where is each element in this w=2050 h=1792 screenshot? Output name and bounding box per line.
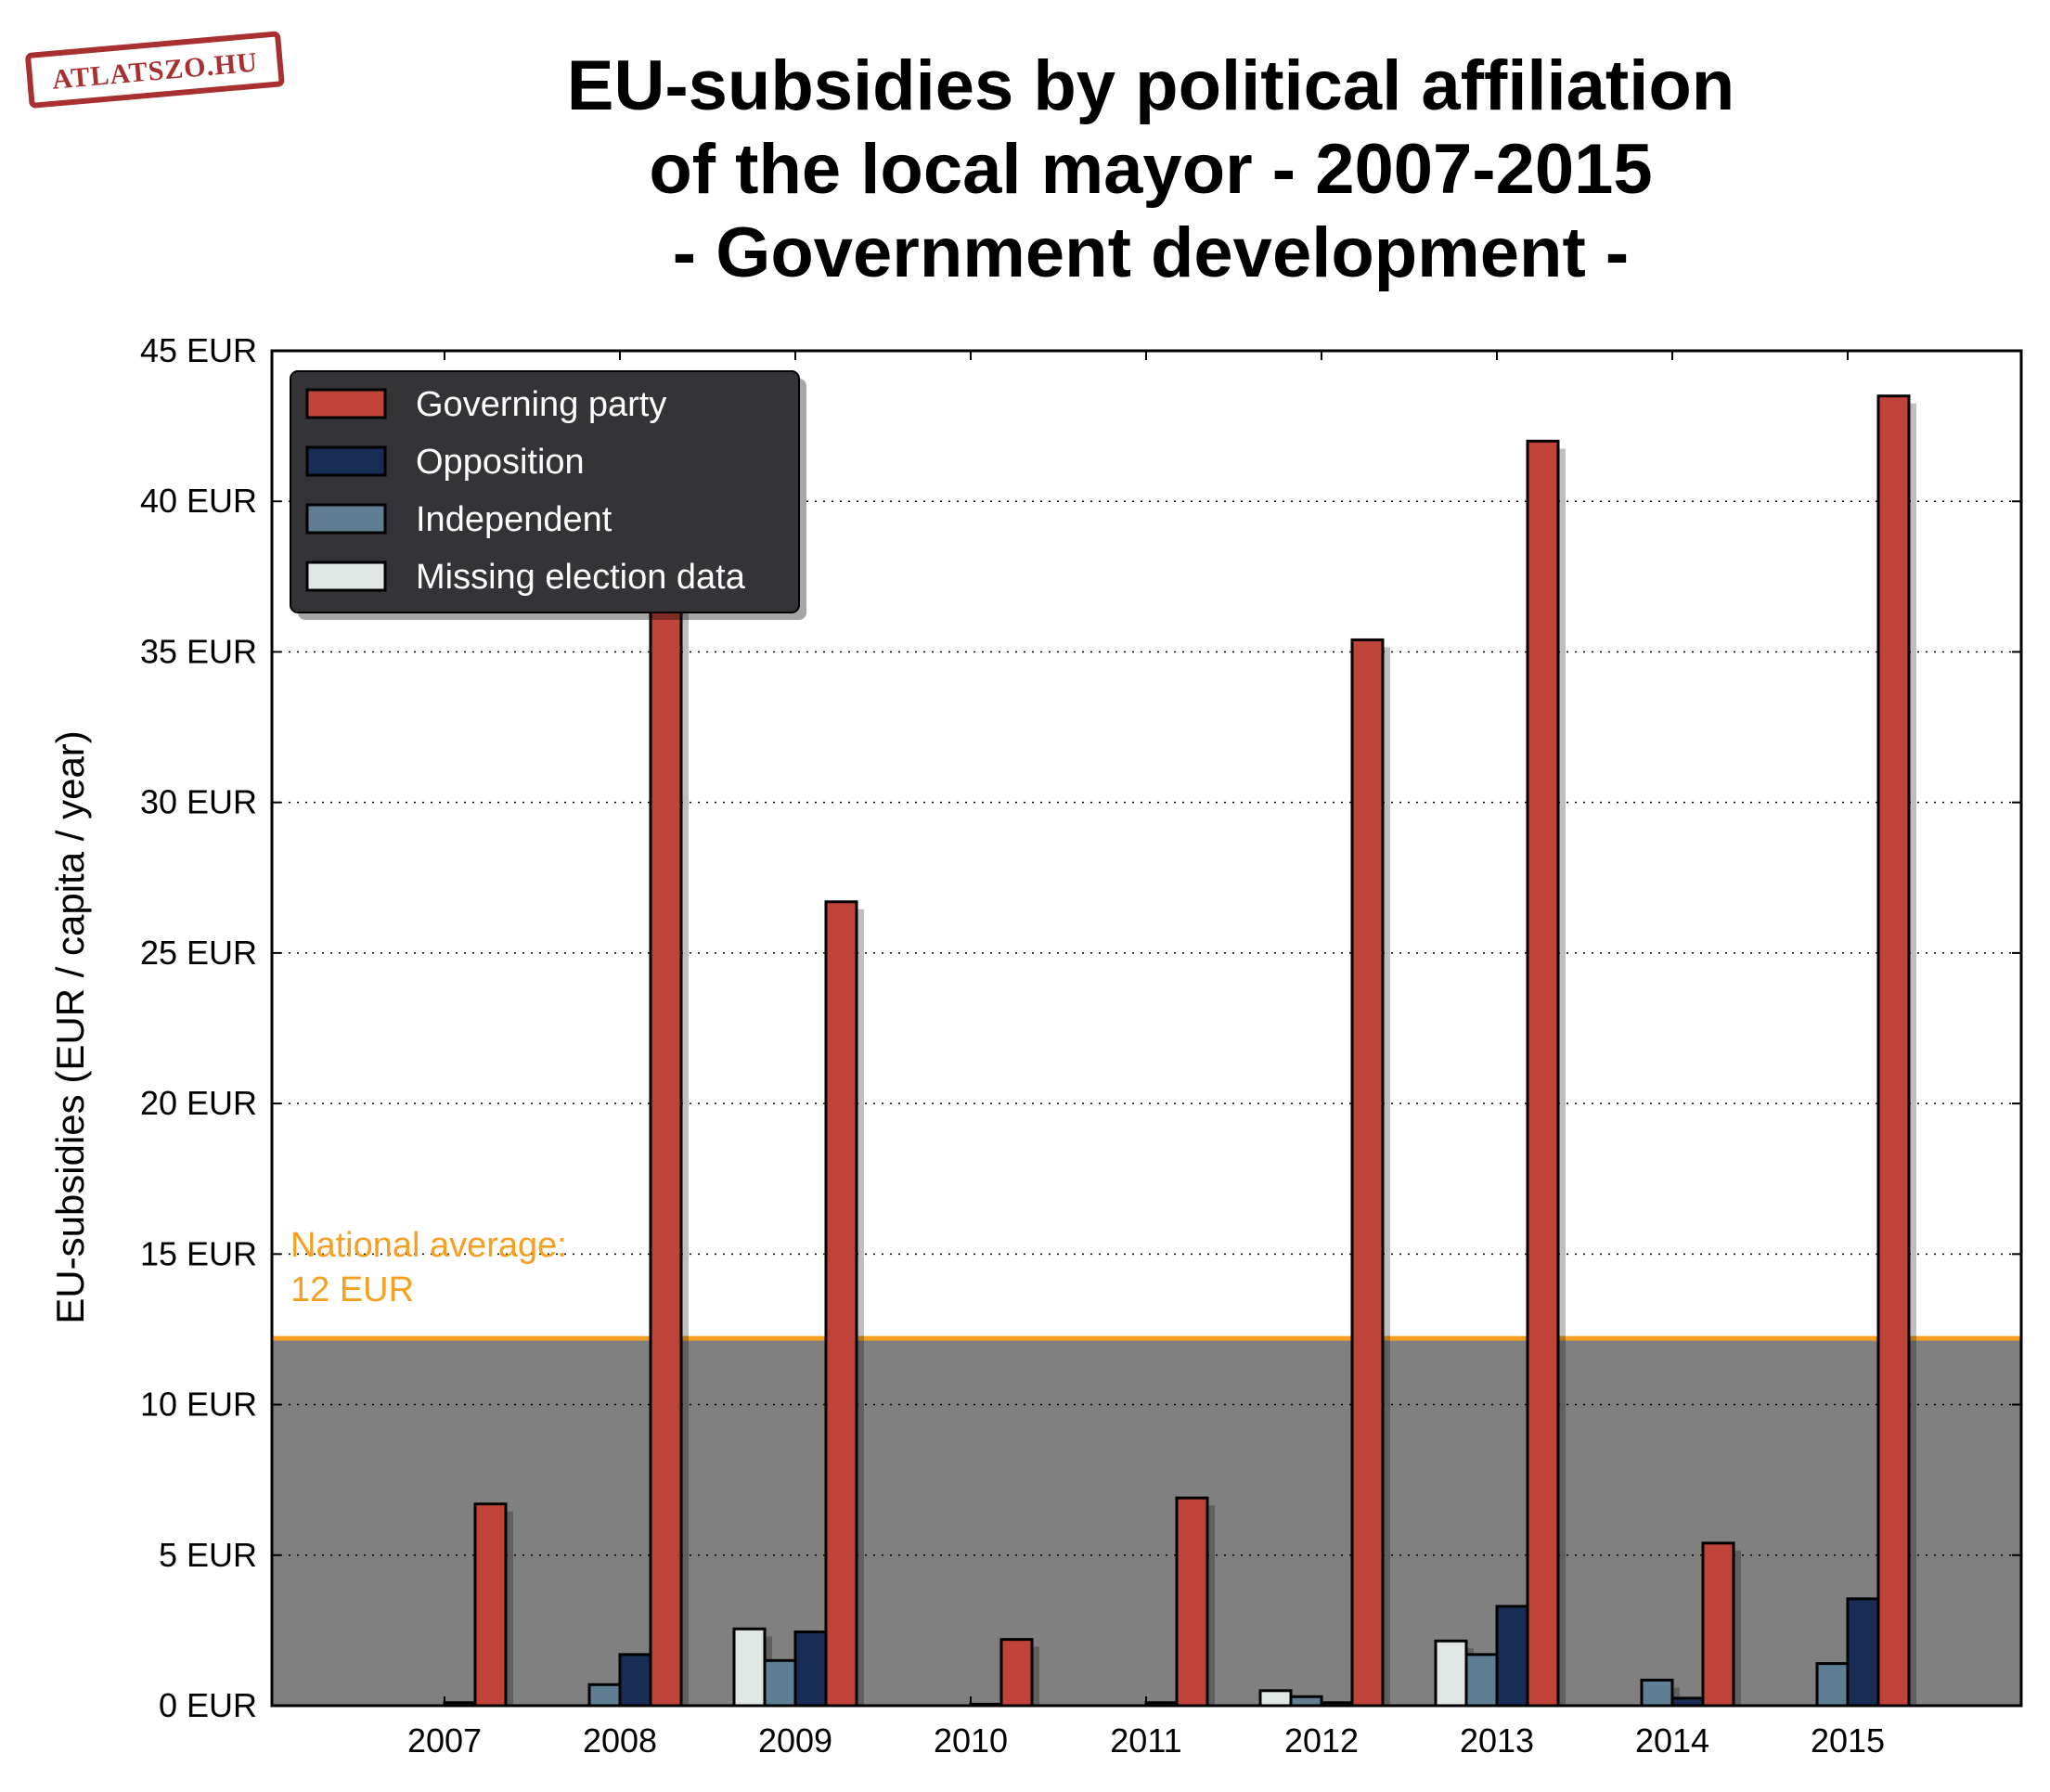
plot-frame xyxy=(270,349,2023,1708)
x-tick-label: 2012 xyxy=(1284,1721,1359,1760)
bar-independent xyxy=(1815,1662,1850,1708)
bar-independent xyxy=(1464,1653,1499,1708)
bar-governing-party xyxy=(999,1638,1034,1708)
chart-title-line-2: of the local mayor - 2007-2015 xyxy=(649,130,1652,209)
x-tick-label: 2013 xyxy=(1460,1721,1534,1760)
bar-opposition xyxy=(1495,1605,1529,1708)
y-tick-label: 40 EUR xyxy=(140,482,257,520)
bar-governing-party xyxy=(473,1502,508,1708)
y-tick-label: 10 EUR xyxy=(140,1386,257,1424)
x-tick-label: 2015 xyxy=(1811,1721,1885,1760)
legend-swatch xyxy=(305,503,387,535)
bar-missing-election-data xyxy=(1258,1689,1293,1708)
x-tick-label: 2010 xyxy=(934,1721,1008,1760)
legend-label: Opposition xyxy=(416,443,585,482)
legend-swatch xyxy=(305,388,387,419)
bar-governing-party xyxy=(1526,439,1560,1708)
bar-governing-party xyxy=(1876,394,1911,1708)
chart-title-line-3: - Government development - xyxy=(673,213,1629,292)
national-average-label: National average: xyxy=(290,1226,567,1265)
x-tick-label: 2007 xyxy=(407,1721,482,1760)
y-tick-label: 5 EUR xyxy=(159,1536,257,1574)
y-tick-label: 35 EUR xyxy=(140,632,257,670)
y-tick-label: 25 EUR xyxy=(140,934,257,972)
legend-label: Missing election data xyxy=(416,558,746,597)
legend-label: Independent xyxy=(416,500,612,539)
atlatszo-logo: ATLATSZO.HU xyxy=(25,31,285,109)
x-tick-label: 2009 xyxy=(758,1721,832,1760)
bar-missing-election-data xyxy=(732,1627,767,1708)
chart-title-line-1: EU-subsidies by political affiliation xyxy=(567,46,1734,125)
x-tick-label: 2011 xyxy=(1110,1721,1181,1760)
bar-governing-party xyxy=(1175,1496,1209,1708)
y-tick-label: 20 EUR xyxy=(140,1084,257,1122)
bar-independent xyxy=(1640,1678,1674,1708)
legend-swatch xyxy=(305,445,387,477)
national-average-label: 12 EUR xyxy=(290,1270,414,1309)
y-tick-label: 45 EUR xyxy=(140,331,257,369)
y-tick-label: 30 EUR xyxy=(140,783,257,821)
bar-opposition xyxy=(793,1631,828,1708)
bar-governing-party xyxy=(824,900,858,1708)
bar-missing-election-data xyxy=(1434,1639,1468,1708)
x-tick-label: 2014 xyxy=(1635,1721,1709,1760)
plot-area: 0 EUR 5 EUR 10 EUR 15 EUR 20 EUR 25 EUR 30 EUR… xyxy=(140,331,2023,1760)
below-average-region xyxy=(272,1338,2021,1706)
bar-opposition xyxy=(1846,1597,1880,1708)
legend-label: Governing party xyxy=(416,385,666,424)
y-tick-label: 15 EUR xyxy=(140,1234,257,1272)
bar-governing-party xyxy=(1350,638,1385,1708)
bar-governing-party xyxy=(649,590,683,1708)
y-axis-label: EU-subsidies (EUR / capita / year) xyxy=(48,730,92,1324)
y-tick-label: 0 EUR xyxy=(159,1686,257,1724)
legend xyxy=(290,370,800,613)
bar-independent xyxy=(587,1682,622,1708)
bar-opposition xyxy=(618,1653,652,1708)
x-tick-label: 2008 xyxy=(583,1721,657,1760)
bar-governing-party xyxy=(1701,1541,1735,1708)
legend-swatch xyxy=(305,561,387,592)
bar-independent xyxy=(763,1658,797,1708)
